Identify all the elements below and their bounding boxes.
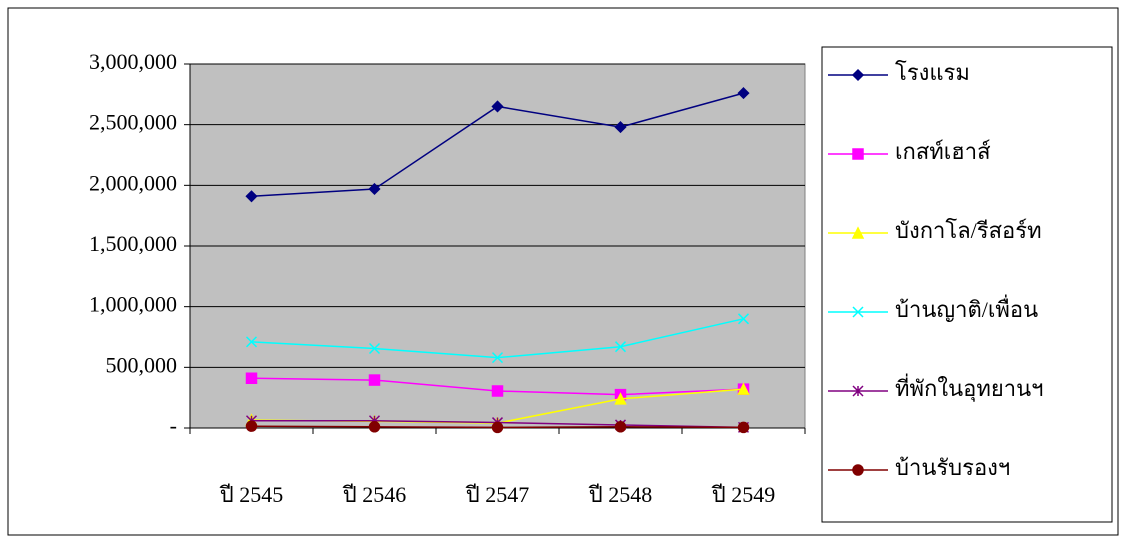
- x-tick-label: ปี 2547: [465, 482, 530, 507]
- marker: [852, 306, 864, 318]
- y-tick-label: 2,000,000: [89, 170, 177, 195]
- marker: [245, 336, 258, 348]
- marker: [368, 182, 381, 196]
- marker: [852, 385, 864, 397]
- legend-box: [821, 46, 1113, 523]
- y-tick-label: 3,000,000: [89, 49, 177, 74]
- x-tick-label: ปี 2549: [711, 482, 776, 507]
- legend-label: บ้านญาติ/เพื่อน: [895, 294, 1038, 322]
- legend-label: บังกาโล/รีสอร์ท: [895, 218, 1042, 243]
- y-tick-label: 2,500,000: [89, 110, 177, 135]
- y-tick-label: -: [170, 413, 177, 438]
- x-tick-label: ปี 2546: [342, 482, 407, 507]
- marker: [245, 190, 258, 203]
- marker: [491, 421, 504, 434]
- marker: [614, 421, 627, 433]
- marker: [737, 421, 750, 434]
- marker: [368, 374, 381, 386]
- legend-label: ที่พักในอุทยานฯ: [895, 373, 1043, 402]
- marker: [851, 226, 865, 239]
- marker: [737, 87, 750, 100]
- marker: [368, 342, 381, 355]
- marker: [737, 313, 750, 325]
- marker: [851, 68, 865, 82]
- marker: [368, 421, 381, 433]
- marker: [491, 385, 504, 397]
- x-tick-label: ปี 2548: [588, 482, 653, 507]
- legend-label: บ้านรับรองฯ: [895, 455, 1010, 480]
- x-tick-label: ปี 2545: [219, 482, 284, 507]
- y-tick-label: 1,000,000: [89, 292, 177, 317]
- legend-label: เกสท์เฮาส์: [895, 139, 991, 164]
- marker: [491, 352, 504, 364]
- y-tick-label: 1,500,000: [89, 231, 177, 256]
- marker: [245, 372, 258, 385]
- marker: [614, 341, 627, 353]
- marker: [614, 392, 627, 405]
- marker: [491, 100, 504, 113]
- marker: [852, 148, 864, 160]
- marker: [852, 464, 864, 476]
- legend-label: โรงแรม: [895, 60, 970, 85]
- marker: [737, 382, 750, 395]
- marker: [614, 121, 627, 134]
- y-tick-label: 500,000: [106, 352, 178, 377]
- marker: [245, 420, 258, 432]
